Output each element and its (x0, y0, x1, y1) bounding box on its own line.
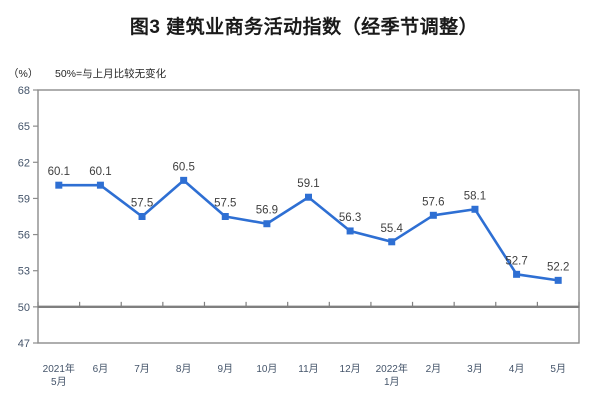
x-tick-label: 10月 (256, 363, 277, 375)
note-label: 50%=与上月比较无变化 (55, 67, 167, 80)
data-label: 55.4 (381, 223, 404, 235)
data-point-marker (138, 213, 146, 220)
chart-title: 图3 建筑业商务活动指数（经季节调整） (129, 17, 479, 38)
data-label: 60.5 (172, 161, 194, 173)
x-tick-label: 4月 (509, 363, 525, 375)
data-point-marker (429, 211, 437, 219)
data-label: 57.5 (214, 198, 236, 210)
data-point-marker (388, 238, 396, 246)
data-label: 60.1 (89, 166, 111, 178)
data-label: 52.7 (505, 255, 527, 267)
x-tick-label: 7月 (134, 363, 150, 375)
y-tick-label: 50 (18, 302, 30, 314)
data-label: 59.1 (297, 178, 319, 190)
x-tick-label: 6月 (93, 363, 109, 375)
data-point-marker (554, 276, 562, 284)
x-tick-label: 3月 (467, 363, 483, 375)
data-point-marker (180, 176, 188, 184)
data-label: 56.3 (339, 212, 361, 224)
x-tick-label: 8月 (176, 363, 192, 375)
data-point-marker (471, 205, 479, 213)
data-label: 60.1 (48, 166, 70, 178)
x-tick-label: 11月 (298, 363, 318, 375)
data-label: 56.9 (256, 205, 278, 217)
data-point-marker (305, 193, 312, 201)
y-tick-label: 59 (18, 193, 30, 205)
x-tick-label: 2021年 5月 (43, 362, 75, 388)
x-tick-label: 2022年 1月 (376, 362, 408, 388)
x-tick-label: 9月 (217, 363, 233, 375)
plot-border (37, 89, 580, 344)
x-tick-label: 2月 (426, 363, 442, 375)
y-tick-label: 53 (18, 266, 30, 278)
y-tick-label: 62 (18, 157, 30, 169)
chart-svg: （%） 50%=与上月比较无变化 47 50 53 56 59 62 65 68 2021年 5月… (8, 67, 580, 388)
data-label: 58.1 (464, 190, 486, 202)
y-tick-label: 65 (18, 121, 30, 133)
y-tick-label: 68 (18, 85, 30, 97)
data-point-marker (221, 213, 229, 220)
data-point-marker (96, 181, 104, 189)
y-tick-label: 56 (18, 230, 30, 242)
x-tick-label: 5月 (550, 363, 566, 375)
data-label: 57.6 (422, 196, 444, 208)
data-point-marker (346, 227, 354, 235)
data-label: 52.2 (547, 261, 569, 273)
unit-label: （%） (8, 68, 38, 80)
data-point-marker (513, 270, 521, 278)
data-point-marker (55, 181, 63, 189)
data-point-marker (263, 220, 271, 228)
x-tick-label: 12月 (340, 363, 361, 375)
data-label: 57.5 (131, 198, 153, 210)
y-tick-label: 47 (18, 338, 30, 350)
